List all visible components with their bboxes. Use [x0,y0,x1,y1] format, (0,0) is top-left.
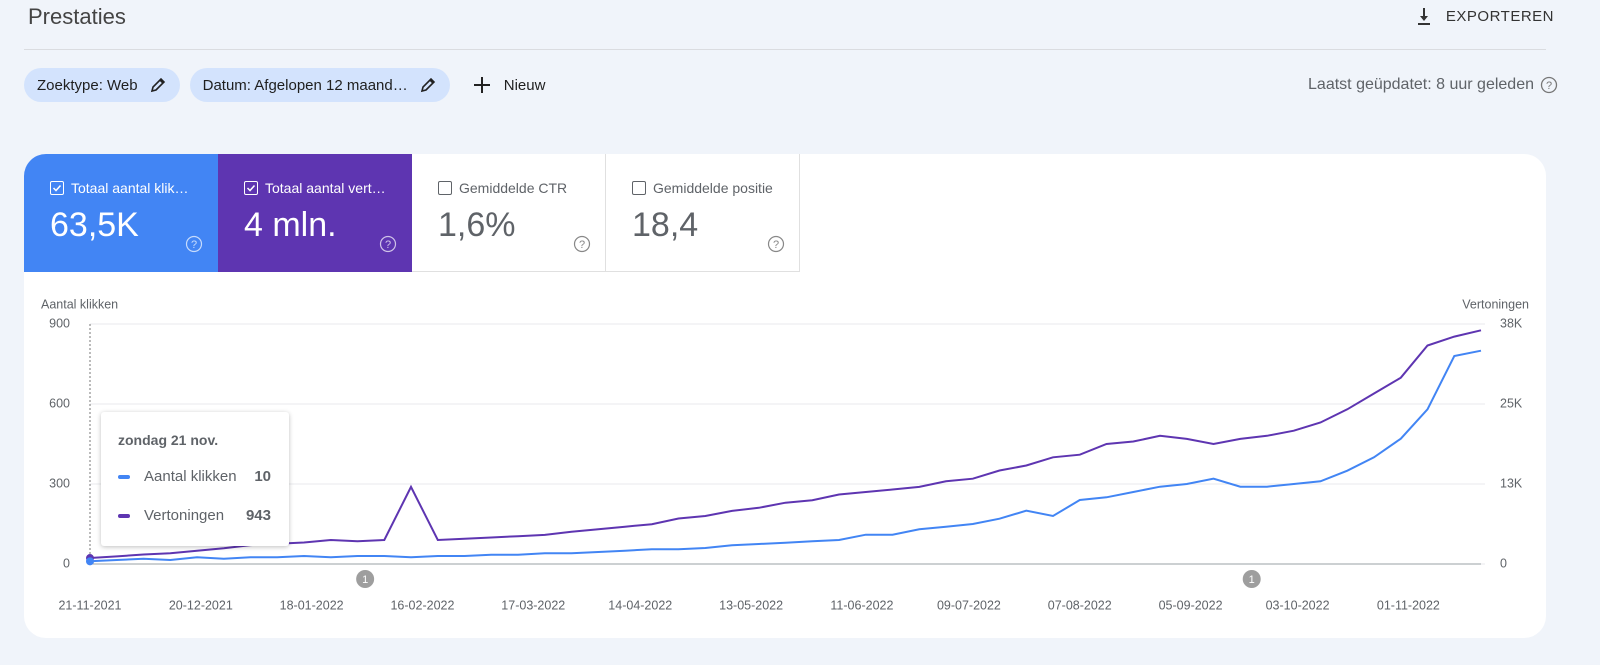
metric-label: Totaal aantal vert… [265,180,386,196]
download-icon [1417,8,1430,25]
y-axis-title: Aantal klikken [41,297,118,311]
svg-text:?: ? [385,239,391,251]
y2-tick-label: 38K [1500,316,1523,330]
y2-axis-title: Vertoningen [1462,297,1529,311]
metric-value: 18,4 [632,206,699,244]
metric-value: 63,5K [50,206,139,244]
y-tick-label: 900 [49,316,70,330]
x-tick-label: 21-11-2021 [58,598,121,612]
tooltip-series-name: Aantal klikken [144,468,237,485]
tooltip: zondag 21 nov. Aantal klikken 10 Vertoning… [101,412,289,546]
help-icon: ? [573,235,591,258]
check [246,184,256,192]
metric-label: Gemiddelde CTR [459,180,568,196]
y-tick-label: 0 [63,556,70,570]
plus-icon [473,77,490,93]
annotation-label: 1 [1249,574,1255,586]
x-tick-label: 07-08-2022 [1048,598,1112,612]
metric-value: 4 mln. [244,206,337,244]
x-tick-label: 03-10-2022 [1266,598,1330,612]
checkbox [244,181,258,195]
metric-tile[interactable]: Totaal aantal klik… 63,5K? [24,154,218,272]
checkbox [50,181,64,195]
tooltip-series-name: Vertoningen [144,507,225,524]
metric-label-row: Totaal aantal klik… [50,180,189,196]
tooltip-swatch [118,474,130,479]
filter-bar: Zoektype: Web Datum: Afgelopen 12 maand…… [24,68,545,102]
tooltip-row: Aantal klikken 10 [118,468,271,485]
y2-tick-label: 13K [1500,476,1523,490]
x-tick-label: 05-09-2022 [1159,598,1223,612]
metric-label: Totaal aantal klik… [71,180,189,196]
annotation-marker[interactable] [356,570,375,588]
tooltip-row: Vertoningen 943 [118,507,271,524]
new-filter-button[interactable]: Nieuw [472,75,546,95]
edit-icon [420,77,435,93]
export-label: EXPORTEREN [1445,7,1554,25]
y-tick-label: 600 [49,396,70,410]
metric-tile[interactable]: Gemiddelde CTR 1,6%? [412,154,606,272]
x-tick-label: 17-03-2022 [501,598,565,612]
x-tick-label: 18-01-2022 [280,598,344,612]
annotation-label: 1 [362,574,368,586]
x-tick-label: 13-05-2022 [719,598,783,612]
last-updated-text: Laatst geüpdatet: 8 uur geleden [1308,76,1534,93]
svg-text:?: ? [191,239,197,251]
metric-tile[interactable]: Gemiddelde positie 18,4? [606,154,800,272]
tooltip-title: zondag 21 nov. [118,432,219,448]
help-icon: ? [185,235,203,258]
y2-tick-label: 25K [1500,396,1523,410]
divider [24,49,1546,50]
chip-label: Datum: Afgelopen 12 maand… [202,76,408,94]
x-tick-label: 20-12-2021 [169,598,233,612]
help-glyph: ? [767,235,785,253]
x-tick-label: 09-07-2022 [937,598,1001,612]
new-filter-label: Nieuw [503,76,546,94]
metric-label-row: Totaal aantal vert… [244,180,386,196]
metric-label: Gemiddelde positie [653,180,773,196]
tooltip-value: 10 [254,468,271,485]
metric-value: 1,6% [438,206,516,244]
checkbox [632,181,646,195]
metric-label-row: Gemiddelde CTR [438,180,567,196]
metric-label-row: Gemiddelde positie [632,180,773,196]
help-icon: ? [379,235,397,258]
hover-dot [86,557,94,566]
filter-chip[interactable]: Zoektype: Web [24,68,180,102]
filter-chip[interactable]: Datum: Afgelopen 12 maand… [189,68,450,102]
chip-label: Zoektype: Web [37,76,138,94]
x-tick-label: 14-04-2022 [608,598,672,612]
svg-text:?: ? [773,239,779,251]
svg-text:?: ? [1546,80,1552,92]
series-line [89,329,1482,559]
x-tick-label: 01-11-2022 [1377,598,1440,612]
metric-tile[interactable]: Totaal aantal vert… 4 mln.? [218,154,412,272]
page-title: Prestaties [28,4,126,29]
edit-icon [150,77,165,93]
export-button[interactable]: EXPORTEREN [1414,6,1554,26]
help-glyph: ? [185,235,203,253]
x-tick-label: 11-06-2022 [830,598,893,612]
annotation-marker[interactable] [1242,570,1261,588]
metric-tiles: Totaal aantal klik… 63,5K? Totaal aantal v… [24,154,800,272]
last-updated: Laatst geüpdatet: 8 uur geleden ? [1308,76,1558,94]
help-icon[interactable]: ? [1540,76,1558,94]
tooltip-swatch [118,513,130,518]
check [52,184,62,192]
svg-text:?: ? [579,239,585,251]
series-line [89,349,1482,563]
checkbox [438,181,452,195]
y2-tick-label: 0 [1500,556,1507,570]
help-glyph: ? [379,235,397,253]
x-tick-label: 16-02-2022 [390,598,454,612]
help-icon: ? [767,235,785,258]
tooltip-value: 943 [245,507,271,524]
y-tick-label: 300 [49,476,70,490]
help-glyph: ? [573,235,591,253]
